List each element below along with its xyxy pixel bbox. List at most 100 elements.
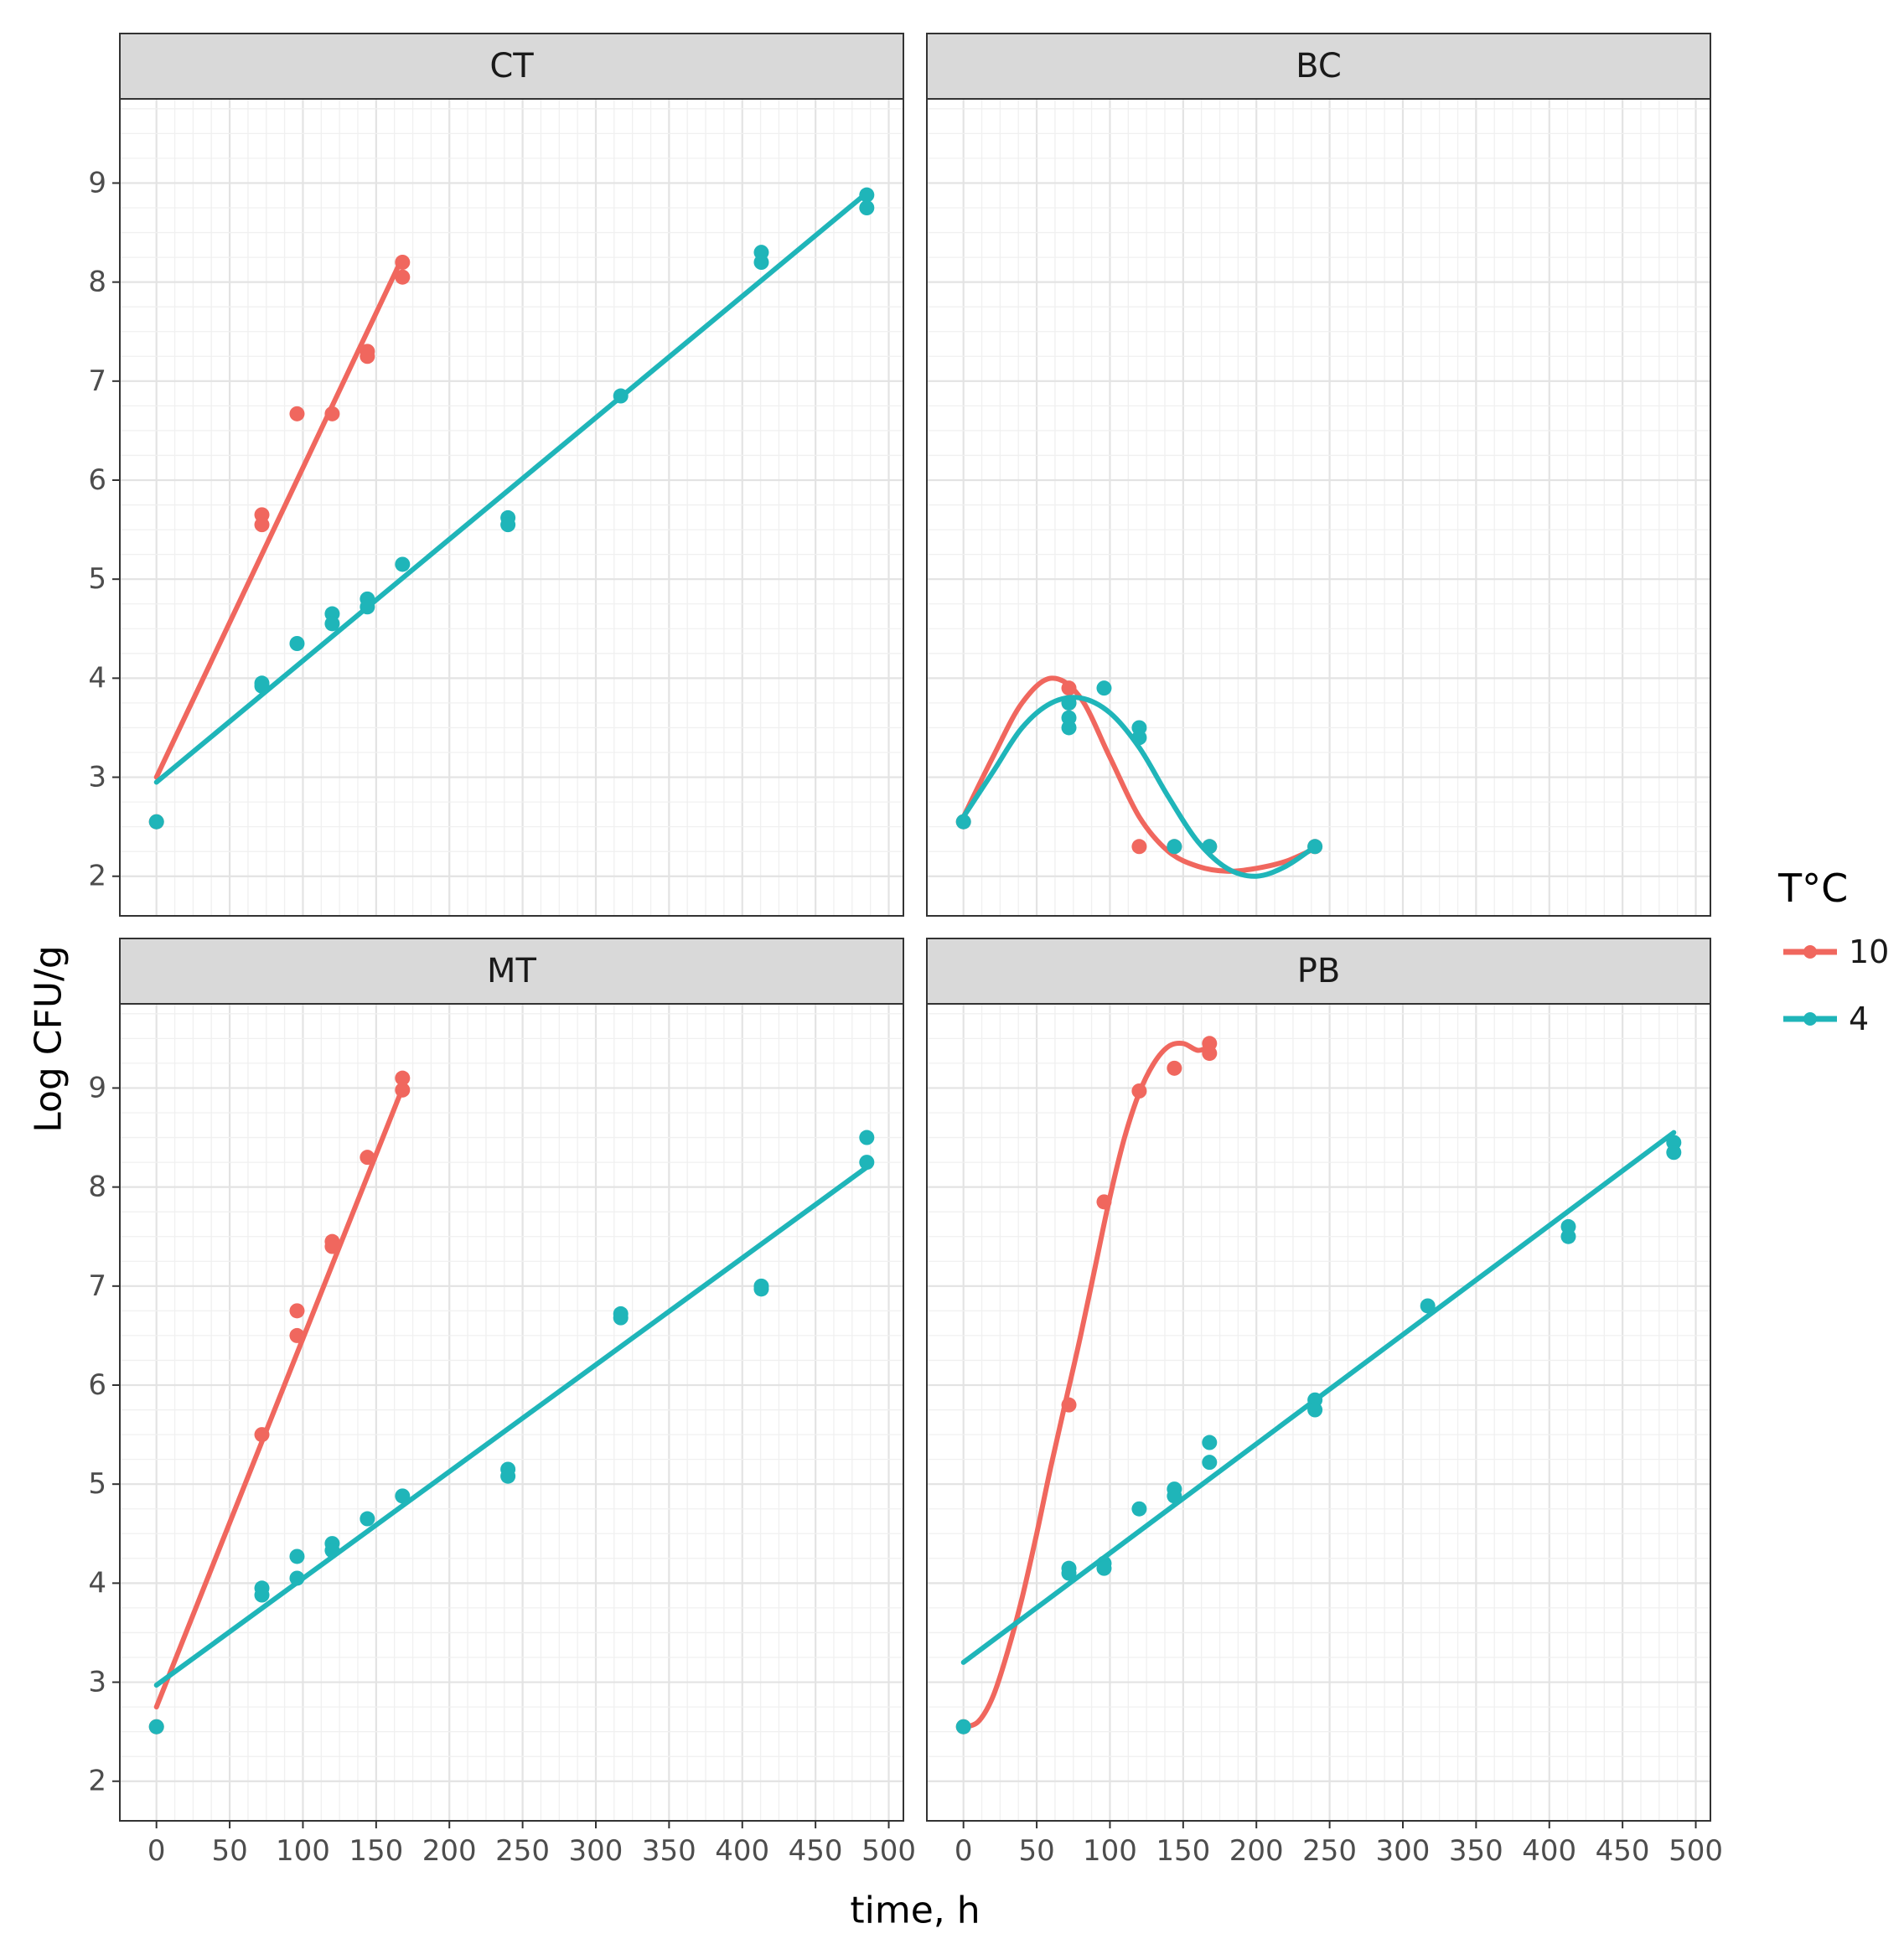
x-tick-label: 300 — [569, 1834, 623, 1868]
data-point-4 — [613, 388, 629, 404]
plot-area-border — [119, 98, 904, 917]
panel-strip — [926, 33, 1711, 100]
x-tick-label: 100 — [276, 1834, 330, 1868]
data-point-10 — [395, 1082, 411, 1098]
fit-line-10 — [960, 1040, 1213, 1729]
x-axis: 0 50 100 150 200 250 300 350 400 450 500 — [955, 1821, 1723, 1868]
plot-grid — [927, 99, 1710, 916]
data-point-10 — [1202, 1046, 1218, 1062]
data-point-4 — [1666, 1145, 1682, 1161]
panel-pb: PB 0 50 100 150 200 250 300 350 400 450 500 — [926, 938, 1723, 1868]
plot-area-border — [926, 98, 1711, 917]
y-tick-label: 9 — [88, 166, 106, 199]
x-tick-label: 250 — [495, 1834, 550, 1868]
x-tick-label: 350 — [642, 1834, 696, 1868]
y-tick-label: 3 — [88, 1666, 106, 1699]
data-point-4 — [955, 814, 971, 830]
data-point-10 — [1167, 1060, 1182, 1076]
data-point-4 — [395, 1488, 411, 1504]
data-point-4 — [753, 1281, 769, 1297]
data-point-10 — [395, 1070, 411, 1086]
data-point-4 — [360, 1511, 375, 1527]
x-tick-label: 100 — [1083, 1834, 1137, 1868]
data-point-4 — [324, 616, 340, 632]
y-tick-label: 6 — [88, 463, 106, 497]
data-point-4 — [859, 187, 875, 203]
x-tick-label: 200 — [1229, 1834, 1284, 1868]
plot-area-background — [120, 99, 903, 916]
data-point-10 — [395, 269, 411, 285]
x-tick-label: 200 — [422, 1834, 477, 1868]
x-tick-label: 150 — [349, 1834, 403, 1868]
data-point-4 — [613, 1310, 629, 1326]
plot-area-background — [120, 1004, 903, 1821]
data-point-4 — [254, 1587, 270, 1603]
y-tick-label: 2 — [88, 1765, 106, 1798]
legend: T°C 10 4 — [1777, 866, 1889, 1037]
data-point-4 — [1167, 839, 1182, 855]
panel-strip — [119, 33, 904, 100]
x-tick-label: 450 — [1596, 1834, 1650, 1868]
legend-title: T°C — [1777, 866, 1848, 911]
data-point-4 — [859, 1155, 875, 1171]
panel-title: CT — [489, 47, 534, 85]
data-point-4 — [859, 1130, 875, 1145]
fit-line-10 — [960, 675, 1318, 874]
data-point-4 — [1167, 1488, 1182, 1504]
data-point-4 — [360, 599, 375, 615]
plot-area-border — [926, 1003, 1711, 1822]
panel-mt: MT 2 3 4 5 6 7 8 9 0 50 100 150 200 250 300 350 400 450 5… — [88, 938, 916, 1868]
plot-grid — [927, 1004, 1710, 1821]
panel-ct: CT 2 3 4 5 6 7 8 9 — [88, 33, 904, 917]
legend-label: 10 — [1849, 933, 1889, 970]
x-axis-title: time, h — [850, 1890, 980, 1932]
x-tick-label: 0 — [147, 1834, 166, 1868]
data-point-10 — [360, 1150, 375, 1166]
plot-grid — [120, 1004, 903, 1821]
y-tick-label: 2 — [88, 860, 106, 893]
data-point-10 — [1131, 1083, 1147, 1099]
data-point-4 — [1202, 839, 1218, 855]
x-tick-label: 350 — [1449, 1834, 1503, 1868]
data-point-4 — [753, 255, 769, 270]
x-tick-label: 500 — [861, 1834, 916, 1868]
y-tick-label: 8 — [88, 266, 106, 299]
panel-title: PB — [1297, 952, 1341, 990]
data-point-4 — [1096, 680, 1112, 696]
legend-item-4: 4 — [1783, 1000, 1869, 1037]
data-point-4 — [1202, 1455, 1218, 1471]
x-tick-label: 150 — [1156, 1834, 1210, 1868]
data-point-10 — [289, 1303, 305, 1319]
data-point-4 — [289, 1548, 305, 1564]
data-point-4 — [1131, 1501, 1147, 1517]
data-point-10 — [324, 406, 340, 421]
data-point-4 — [1096, 1560, 1112, 1576]
y-tick-label: 7 — [88, 1269, 106, 1303]
data-point-10 — [1131, 839, 1147, 855]
data-point-10 — [254, 517, 270, 533]
plot-series — [955, 675, 1323, 879]
data-point-10 — [395, 255, 411, 270]
data-point-4 — [1307, 1402, 1323, 1418]
data-point-10 — [1096, 1194, 1112, 1210]
data-point-4 — [500, 517, 516, 533]
legend-label: 4 — [1849, 1000, 1869, 1037]
data-point-4 — [148, 1719, 164, 1735]
data-point-4 — [500, 1468, 516, 1484]
y-tick-label: 4 — [88, 1566, 106, 1600]
data-point-10 — [1061, 680, 1077, 696]
data-point-10 — [360, 349, 375, 364]
plot-area-border — [119, 1003, 904, 1822]
fit-line-4 — [960, 695, 1318, 879]
data-point-4 — [1420, 1298, 1436, 1314]
x-tick-label: 0 — [955, 1834, 973, 1868]
data-point-4 — [955, 1719, 971, 1735]
data-point-10 — [289, 406, 305, 421]
data-point-4 — [1061, 720, 1077, 736]
data-point-4 — [1061, 695, 1077, 711]
y-axis: 2 3 4 5 6 7 8 9 — [88, 166, 120, 893]
y-tick-label: 4 — [88, 661, 106, 695]
x-tick-label: 250 — [1302, 1834, 1357, 1868]
data-point-4 — [324, 1543, 340, 1559]
